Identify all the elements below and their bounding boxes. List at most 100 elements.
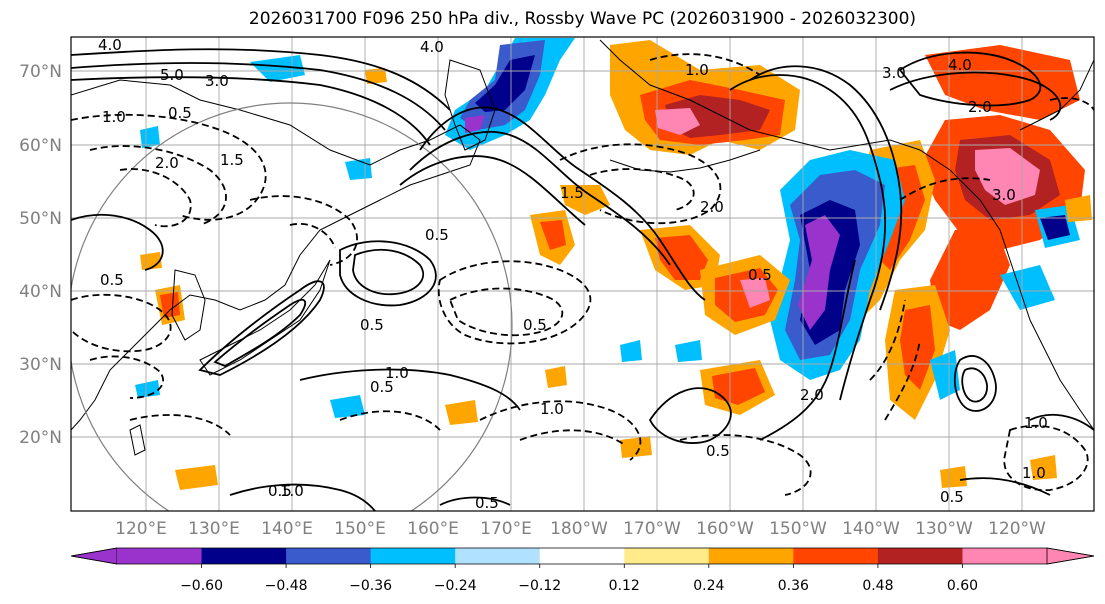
map-title: 2026031700 F096 250 hPa div., Rossby Wav…	[248, 9, 917, 29]
colorbar: −0.60 −0.48 −0.36 −0.24 −0.12 0.12 0.24 0.36 0.4…	[70, 547, 1095, 594]
alaska-coastline	[599, 39, 1094, 431]
colorbar-tick-label: −0.48	[265, 578, 308, 594]
contour-line	[352, 248, 425, 296]
contour-label: 4.0	[420, 38, 444, 56]
contour-line	[953, 355, 997, 412]
contour-label: 0.5	[940, 488, 964, 506]
latitude-label: 70°N	[19, 62, 62, 82]
contour-line	[1003, 424, 1089, 491]
contour-label: 0.5	[425, 226, 449, 244]
contour-line	[519, 429, 626, 446]
colorbar-tick-label: 0.36	[778, 578, 809, 594]
contour-line	[339, 410, 441, 431]
contour-label: 0.5	[360, 316, 384, 334]
japan-coastline	[199, 259, 331, 376]
colorbar-extend-right	[1046, 547, 1095, 565]
contour-label: 2.0	[800, 386, 824, 404]
contour-line	[71, 76, 431, 146]
contour-label: 2.0	[155, 154, 179, 172]
contour-label: 1.0	[1022, 464, 1046, 482]
contour-line	[339, 240, 437, 307]
contour-line	[1049, 97, 1094, 111]
latitude-label: 60°N	[19, 136, 62, 156]
colorbar-segment	[286, 548, 372, 564]
contour-line	[749, 65, 903, 311]
contour-label: 1.0	[102, 108, 126, 126]
contour-label: 3.0	[205, 72, 229, 90]
contour-line	[648, 387, 732, 444]
negative-anomaly-area	[798, 215, 840, 330]
negative-anomaly-area	[620, 340, 642, 362]
contour-line	[71, 113, 267, 221]
colorbar-tick-label: 0.60	[947, 578, 978, 594]
longitude-labels: 120°E 130°E 140°E 150°E 160°E 170°E 180°W 170°W…	[115, 519, 1046, 539]
contour-label: 0.5	[370, 378, 394, 396]
contour-label: 2.0	[968, 98, 992, 116]
coastlines	[71, 39, 1094, 456]
colorbar-segment	[962, 548, 1048, 564]
negative-anomaly-area	[675, 340, 702, 362]
positive-anomaly-area	[712, 368, 765, 405]
contour-label: 0.5	[523, 316, 547, 334]
colorbar-tick-label: 0.12	[609, 578, 640, 594]
contour-label: 1.5	[220, 151, 244, 169]
colorbar-segment	[117, 548, 203, 564]
latitude-label: 20°N	[19, 428, 62, 448]
positive-anomaly-area	[975, 148, 1040, 205]
positive-anomaly-area	[940, 466, 967, 488]
contour-line	[229, 483, 376, 511]
negative-anomaly-area	[1040, 215, 1070, 240]
positive-anomaly-area	[1030, 455, 1057, 480]
colorbar-segment	[877, 548, 963, 564]
longitude-label: 150°E	[334, 519, 386, 539]
positive-anomaly-area	[655, 108, 700, 135]
positive-anomaly-area	[560, 185, 610, 215]
contour-label: 0.5	[168, 104, 192, 122]
contour-line	[961, 367, 988, 403]
positive-anomaly-area	[655, 235, 708, 280]
latitude-label: 40°N	[19, 282, 62, 302]
korea-coastline	[171, 269, 206, 341]
contour-label: 1.0	[540, 400, 564, 418]
positive-anomaly-area	[925, 45, 1080, 120]
contour-line	[899, 177, 991, 201]
contour-label: 3.0	[992, 186, 1016, 204]
map-background	[71, 37, 1094, 511]
contour-line	[679, 434, 812, 496]
colorbar-segment	[370, 548, 456, 564]
kamchatka-coastline	[444, 59, 496, 151]
colorbar-tick-label: 0.48	[862, 578, 893, 594]
contour-line	[884, 339, 921, 421]
colorbar-tick-label: −0.12	[518, 578, 561, 594]
positive-anomaly-area	[175, 465, 218, 490]
colorbar-tick-label: −0.24	[434, 578, 477, 594]
contour-label: 0.5	[748, 266, 772, 284]
negative-anomaly-area	[1000, 265, 1055, 310]
contour-line	[89, 145, 227, 226]
negative-anomaly-area	[250, 55, 305, 82]
solid-contours	[71, 48, 1094, 511]
colorbar-tick-label: −0.60	[180, 578, 223, 594]
contour-line	[1029, 413, 1094, 431]
longitude-label: 120°E	[115, 519, 167, 539]
contour-line	[129, 414, 231, 436]
contour-line	[399, 155, 586, 226]
contour-line	[869, 299, 906, 381]
colorbar-segment	[793, 548, 879, 564]
contour-line	[198, 280, 325, 376]
taiwan-coastline	[129, 424, 146, 456]
colorbar-tick-label: −0.36	[349, 578, 392, 594]
longitude-label: 170°E	[480, 519, 532, 539]
contour-line	[559, 143, 722, 225]
positive-anomaly-area	[445, 400, 478, 425]
negative-anomaly-area	[330, 395, 365, 418]
contour-line	[299, 368, 521, 411]
contour-line	[213, 298, 307, 367]
contour-line	[71, 48, 451, 111]
contour-line	[649, 53, 761, 76]
contour-line	[439, 496, 511, 506]
contour-labels: 4.0 5.0 3.0 1.0 0.5 2.0 1.5 0.5 1.0 0.5 …	[98, 37, 1048, 511]
contour-line	[419, 106, 706, 301]
contour-line	[448, 287, 564, 337]
